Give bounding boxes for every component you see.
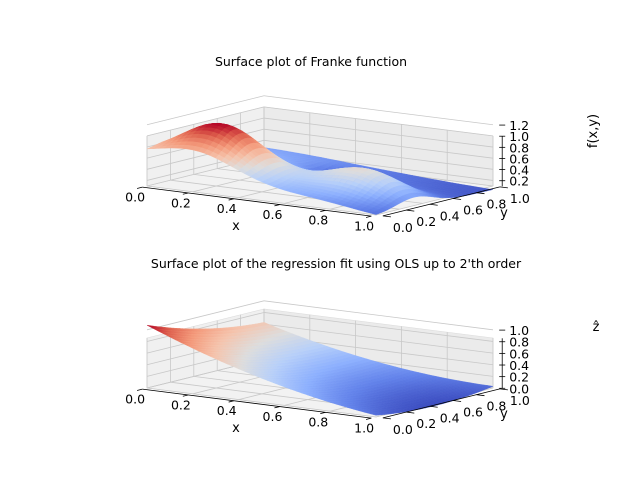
y-tick-label: 0.0 xyxy=(393,220,413,235)
y-tick xyxy=(383,216,391,217)
y-tick xyxy=(476,395,484,396)
z-tick-label: 1.0 xyxy=(509,323,529,338)
x-tick-label: 1.0 xyxy=(354,421,374,436)
x-tick xyxy=(183,395,188,396)
y-tick xyxy=(476,193,484,194)
x-tick-label: 1.0 xyxy=(354,219,374,234)
x-tick-label: 0.4 xyxy=(217,201,237,216)
y-tick xyxy=(430,204,438,205)
y-tick-label: 0.4 xyxy=(440,208,460,223)
x-axis-label: x xyxy=(232,421,240,436)
y-tick xyxy=(500,187,508,188)
x-tick-label: 0.6 xyxy=(263,409,283,424)
y-tick xyxy=(430,406,438,407)
y-axis-label: y xyxy=(500,407,508,422)
x-tick xyxy=(274,205,279,206)
x-tick-label: 0.8 xyxy=(308,415,328,430)
x-tick xyxy=(366,216,371,217)
y-tick-label: 0.2 xyxy=(416,214,436,229)
plot-title: Surface plot of the regression fit using… xyxy=(151,256,522,271)
x-tick xyxy=(229,401,234,402)
z-tick-label: 1.2 xyxy=(509,118,529,133)
z-axis-label: f(x,y) xyxy=(586,114,601,148)
x-tick-label: 0.8 xyxy=(308,213,328,228)
x-tick xyxy=(366,418,371,419)
x-tick-label: 0.0 xyxy=(125,190,145,205)
y-axis-label: y xyxy=(500,206,508,221)
y-tick-label: 0.0 xyxy=(393,422,413,437)
y-tick-label: 0.4 xyxy=(440,410,460,425)
y-tick-label: 0.6 xyxy=(463,405,483,420)
x-tick xyxy=(320,412,325,413)
x-tick-label: 0.6 xyxy=(263,207,283,222)
z-axis-label: ẑ xyxy=(593,320,600,335)
y-tick xyxy=(406,412,414,413)
y-tick xyxy=(453,400,461,401)
x-tick xyxy=(137,389,142,390)
x-axis-label: x xyxy=(232,219,240,234)
x-tick-label: 0.4 xyxy=(217,403,237,418)
x-tick xyxy=(183,193,188,194)
x-tick-label: 0.2 xyxy=(171,195,191,210)
y-tick-label: 0.6 xyxy=(463,203,483,218)
x-tick xyxy=(137,187,142,188)
x-tick xyxy=(229,199,234,200)
y-tick-label: 0.2 xyxy=(416,416,436,431)
y-tick xyxy=(453,198,461,199)
plot-title: Surface plot of Franke function xyxy=(215,54,407,69)
y-tick xyxy=(500,389,508,390)
y-tick xyxy=(383,418,391,419)
x-tick xyxy=(320,210,325,211)
x-tick xyxy=(274,407,279,408)
y-tick xyxy=(406,210,414,211)
x-tick-label: 0.0 xyxy=(125,392,145,407)
x-tick-label: 0.2 xyxy=(171,397,191,412)
y-tick-label: 1.0 xyxy=(510,191,530,206)
